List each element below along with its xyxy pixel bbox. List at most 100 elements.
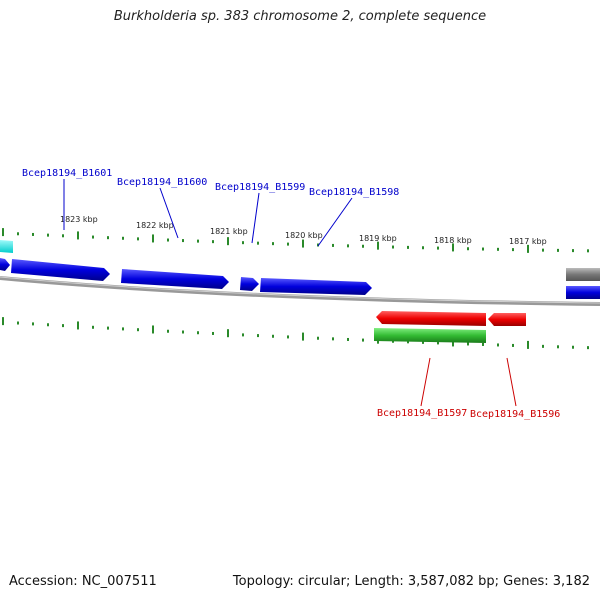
scale-label: 1822 kbp [136, 221, 174, 230]
scale-tick-minor [422, 246, 424, 250]
scale-tick-minor [422, 340, 424, 344]
scale-tick-minor [107, 236, 109, 240]
scale-tick-major [77, 321, 79, 330]
scale-tick-minor [212, 331, 214, 335]
gene-label[interactable]: Bcep18194_B1596 [470, 409, 560, 420]
scale-tick-minor [167, 238, 169, 242]
scale-tick-minor [407, 245, 409, 249]
gene-forward[interactable] [566, 286, 600, 299]
scale-label: 1821 kbp [210, 227, 248, 236]
scale-label: 1819 kbp [359, 234, 397, 243]
scale-tick-minor [62, 324, 64, 328]
gene-label[interactable]: Bcep18194_B1598 [309, 187, 399, 198]
scale-label: 1820 kbp [285, 231, 323, 240]
scale-ticks-top [2, 228, 589, 253]
feature-gray[interactable] [566, 268, 600, 281]
scale-tick-major [302, 332, 304, 341]
scale-tick-major [452, 338, 454, 347]
gene-label[interactable]: Bcep18194_B1597 [377, 408, 467, 419]
scale-tick-minor [242, 241, 244, 245]
scale-tick-minor [497, 343, 499, 347]
scale-tick-minor [347, 244, 349, 248]
gene-forward[interactable] [121, 269, 229, 289]
scale-tick-minor [287, 335, 289, 339]
scale-tick-minor [362, 244, 364, 248]
scale-tick-minor [257, 334, 259, 338]
scale-tick-minor [62, 234, 64, 238]
scale-ticks-bottom [2, 317, 589, 350]
scale-tick-major [527, 340, 529, 349]
scale-tick-minor [437, 246, 439, 250]
scale-tick-minor [587, 249, 589, 253]
scale-tick-minor [287, 242, 289, 246]
gene-reverse[interactable] [488, 313, 526, 326]
scale-tick-minor [107, 326, 109, 330]
scale-tick-minor [137, 328, 139, 332]
scale-tick-minor [542, 344, 544, 348]
scale-tick-minor [512, 248, 514, 252]
scale-tick-major [227, 329, 229, 338]
scale-tick-major [452, 243, 454, 252]
scale-tick-minor [467, 342, 469, 346]
scale-tick-minor [32, 322, 34, 326]
gene-label[interactable]: Bcep18194_B1599 [215, 182, 305, 193]
scale-tick-minor [197, 239, 199, 243]
label-leader [317, 197, 353, 247]
scale-tick-minor [572, 249, 574, 253]
scale-tick-major [77, 231, 79, 240]
scale-tick-minor [47, 323, 49, 327]
gene-forward[interactable] [0, 258, 10, 271]
feature-rna[interactable] [374, 328, 486, 343]
scale-tick-major [2, 317, 4, 326]
gene-label[interactable]: Bcep18194_B1601 [22, 168, 112, 179]
scale-tick-major [152, 325, 154, 334]
scale-tick-minor [497, 247, 499, 251]
scale-tick-minor [122, 236, 124, 240]
scale-tick-minor [272, 334, 274, 338]
label-leader [251, 192, 260, 244]
scale-tick-minor [242, 333, 244, 337]
backbone-track [0, 276, 600, 306]
feature-cyan[interactable] [0, 240, 13, 253]
scale-tick-minor [437, 341, 439, 345]
gene-label[interactable]: Bcep18194_B1600 [117, 177, 207, 188]
gene-reverse[interactable] [376, 311, 486, 326]
scale-tick-minor [257, 241, 259, 245]
gene-forward[interactable] [11, 259, 110, 281]
scale-tick-minor [407, 340, 409, 344]
label-leader [420, 357, 431, 407]
scale-tick-minor [542, 248, 544, 252]
scale-tick-minor [347, 337, 349, 341]
gene-forward[interactable] [240, 277, 259, 291]
scale-tick-major [377, 241, 379, 250]
scale-tick-minor [332, 243, 334, 247]
scale-tick-minor [557, 345, 559, 349]
scale-tick-minor [317, 243, 319, 247]
scale-tick-minor [182, 330, 184, 334]
gene-forward[interactable] [260, 278, 372, 295]
scale-tick-minor [182, 239, 184, 243]
scale-tick-minor [512, 343, 514, 347]
scale-tick-minor [392, 245, 394, 249]
scale-tick-minor [482, 342, 484, 346]
scale-tick-minor [167, 329, 169, 333]
scale-tick-minor [332, 337, 334, 341]
scale-label: 1817 kbp [509, 237, 547, 246]
scale-tick-minor [212, 240, 214, 244]
scale-tick-minor [272, 242, 274, 246]
label-leader [159, 187, 179, 239]
accession-text: Accession: NC_007511 [9, 574, 157, 589]
scale-tick-major [227, 237, 229, 246]
label-leader [506, 357, 517, 407]
scale-tick-major [2, 228, 4, 237]
scale-tick-minor [137, 237, 139, 241]
scale-tick-minor [557, 248, 559, 252]
scale-tick-minor [572, 345, 574, 349]
map-title: Burkholderia sp. 383 chromosome 2, compl… [113, 9, 487, 24]
scale-tick-minor [92, 235, 94, 239]
scale-tick-minor [482, 247, 484, 251]
scale-tick-minor [467, 247, 469, 251]
scale-tick-minor [122, 327, 124, 331]
